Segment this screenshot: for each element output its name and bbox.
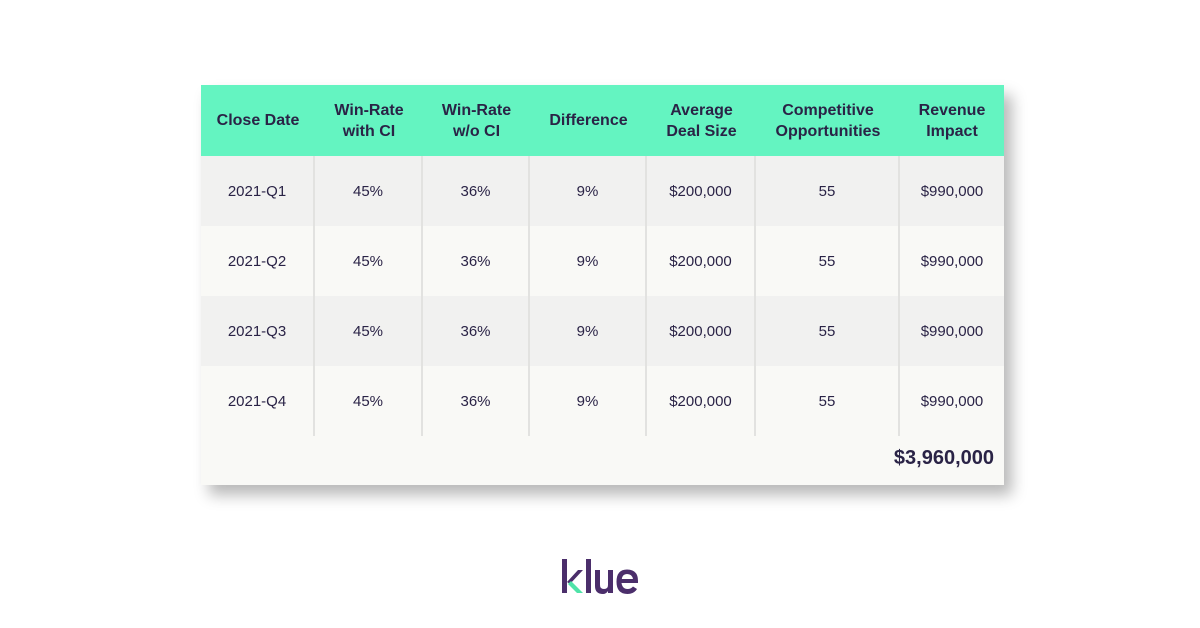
total-revenue-impact: $3,960,000 [893, 447, 994, 469]
cell-revenue-impact: $990,000 [920, 322, 984, 340]
table-row: 2021-Q2 45% 36% 9% $200,000 55 $990,000 [201, 226, 1004, 296]
klue-logo-mark [562, 559, 638, 594]
cell-win-rate-with-ci: 45% [315, 296, 423, 366]
cell-win-rate-with-ci: 45% [315, 156, 423, 226]
cell-win-rate-without-ci: 36% [423, 366, 530, 436]
cell-average-deal-size: $200,000 [647, 366, 756, 436]
table-header-row: Close Date Win-Rate with CI Win-Rate w/o… [201, 85, 1004, 156]
cell-close-date: 2021-Q4 [201, 366, 315, 436]
header-average-deal-size: Average Deal Size [666, 101, 737, 140]
cell-average-deal-size: $200,000 [647, 156, 756, 226]
cell-revenue-impact: $990,000 [920, 392, 984, 410]
cell-difference: 9% [530, 366, 647, 436]
cell-close-date: 2021-Q3 [201, 296, 315, 366]
table-body: 2021-Q1 45% 36% 9% $200,000 55 $990,000 … [201, 156, 1004, 436]
cell-win-rate-with-ci: 45% [315, 226, 423, 296]
cell-average-deal-size: $200,000 [647, 296, 756, 366]
header-competitive-opportunities: Competitive Opportunities [775, 101, 881, 140]
cell-competitive-opportunities: 55 [756, 226, 900, 296]
cell-competitive-opportunities: 55 [756, 156, 900, 226]
table-row: 2021-Q1 45% 36% 9% $200,000 55 $990,000 [201, 156, 1004, 226]
table-row: 2021-Q3 45% 36% 9% $200,000 55 $990,000 [201, 296, 1004, 366]
cell-difference: 9% [530, 156, 647, 226]
klue-logo: klue [561, 556, 639, 596]
header-difference: Difference [549, 112, 628, 129]
cell-competitive-opportunities: 55 [756, 366, 900, 436]
header-close-date: Close Date [216, 112, 300, 129]
header-win-rate-without-ci: Win-Rate w/o CI [441, 101, 512, 140]
cell-win-rate-without-ci: 36% [423, 226, 530, 296]
cell-win-rate-without-ci: 36% [423, 296, 530, 366]
cell-difference: 9% [530, 226, 647, 296]
cell-win-rate-with-ci: 45% [315, 366, 423, 436]
revenue-impact-table: Close Date Win-Rate with CI Win-Rate w/o… [201, 85, 1004, 485]
table-row: 2021-Q4 45% 36% 9% $200,000 55 $990,000 [201, 366, 1004, 436]
cell-close-date: 2021-Q1 [201, 156, 315, 226]
header-win-rate-with-ci: Win-Rate with CI [334, 101, 404, 140]
cell-difference: 9% [530, 296, 647, 366]
cell-average-deal-size: $200,000 [647, 226, 756, 296]
header-revenue-impact: Revenue Impact [918, 101, 986, 140]
cell-win-rate-without-ci: 36% [423, 156, 530, 226]
cell-competitive-opportunities: 55 [756, 296, 900, 366]
cell-revenue-impact: $990,000 [920, 252, 984, 270]
cell-revenue-impact: $990,000 [920, 182, 984, 200]
cell-close-date: 2021-Q2 [201, 226, 315, 296]
